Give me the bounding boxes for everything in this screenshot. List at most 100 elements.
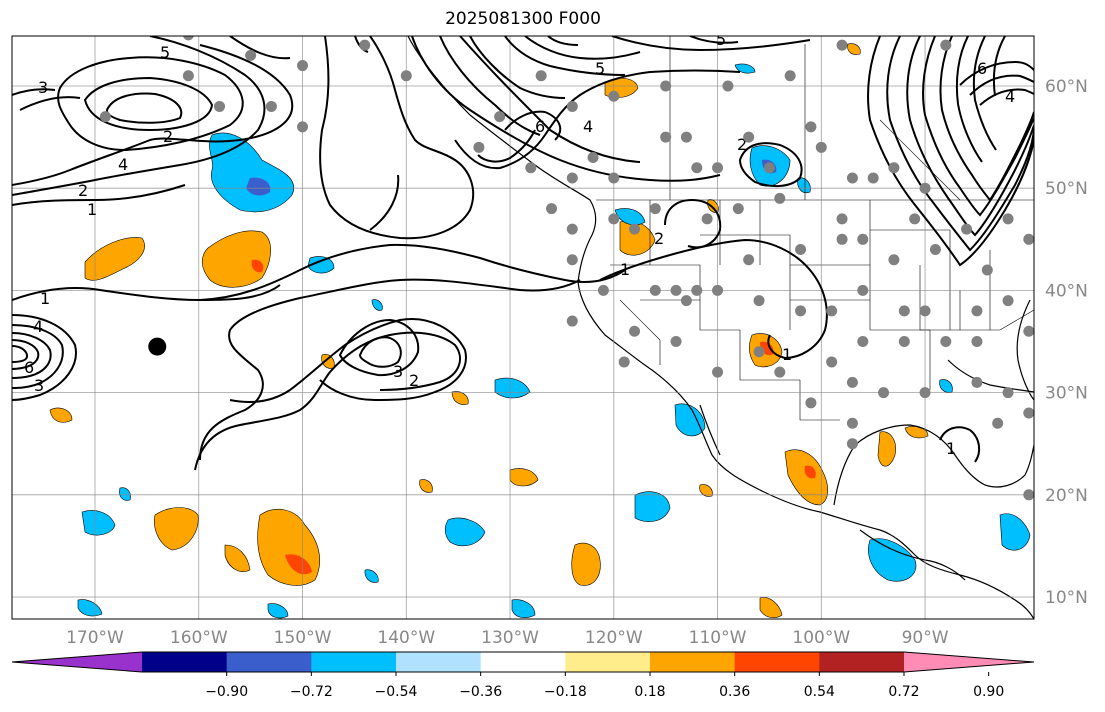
latitude-label: 20°N xyxy=(1045,486,1088,506)
station-dot xyxy=(732,203,744,215)
station-marker xyxy=(148,337,167,356)
station-dot xyxy=(660,80,672,92)
contour-label: 3 xyxy=(393,362,403,381)
station-dot xyxy=(1023,489,1034,501)
station-dot xyxy=(99,111,111,123)
latitude-labels: 60°N 50°N 40°N 30°N 20°N 10°N xyxy=(1045,77,1088,608)
contour-label: 1 xyxy=(782,345,792,364)
station-dot xyxy=(805,121,817,133)
colorbar-tick-label: −0.18 xyxy=(544,684,587,700)
colorbar-tick-label: 0.18 xyxy=(634,684,665,700)
contour-label: 1 xyxy=(87,200,97,219)
contour-label: 6 xyxy=(535,117,545,136)
colorbar-segment xyxy=(480,652,566,672)
station-dot xyxy=(961,223,973,235)
colorbar-tick-label: −0.90 xyxy=(205,684,248,700)
colorbar-tick-labels: −0.90 −0.72 −0.54 −0.36 −0.18 0.18 0.36 0.54 0.7… xyxy=(205,672,1004,700)
station-dot xyxy=(763,162,775,174)
station-dot xyxy=(919,182,931,194)
contour-label: 2 xyxy=(78,181,88,200)
station-dot xyxy=(888,254,900,266)
latitude-label: 40°N xyxy=(1045,281,1088,301)
station-dot xyxy=(795,244,807,256)
station-dot xyxy=(1023,407,1034,419)
station-dot xyxy=(566,100,578,112)
longitude-label: 150°W xyxy=(274,628,332,648)
colorbar-tick-label: 0.36 xyxy=(719,684,750,700)
contour-label: 4 xyxy=(33,317,43,336)
longitude-label: 120°W xyxy=(585,628,643,648)
station-dot xyxy=(608,90,620,102)
latitude-label: 30°N xyxy=(1045,384,1088,404)
station-dot xyxy=(888,162,900,174)
contour-label: 2 xyxy=(409,371,419,390)
station-dot xyxy=(712,366,724,378)
station-dot xyxy=(1023,233,1034,245)
station-dot xyxy=(712,162,724,174)
station-dot xyxy=(566,223,578,235)
map-frame xyxy=(11,35,1035,620)
contour-label: 2 xyxy=(654,229,664,248)
longitude-label: 90°W xyxy=(902,628,949,648)
anomaly-shading xyxy=(49,43,1031,619)
station-dot xyxy=(743,254,755,266)
contour-label: 3 xyxy=(34,376,44,395)
station-dot xyxy=(846,172,858,184)
station-dot xyxy=(919,387,931,399)
station-dot xyxy=(473,141,485,153)
station-dot xyxy=(587,152,599,164)
station-dot xyxy=(1002,213,1014,225)
station-dot xyxy=(182,70,194,82)
station-dot xyxy=(566,254,578,266)
contour-label: 4 xyxy=(1005,87,1015,106)
station-dot xyxy=(629,223,641,235)
longitude-label: 170°W xyxy=(66,628,124,648)
station-dot xyxy=(691,284,703,296)
station-dot xyxy=(525,162,537,174)
observation-stations xyxy=(99,36,1034,501)
colorbar-tick-label: −0.54 xyxy=(375,684,418,700)
colorbar-segment xyxy=(734,652,820,672)
station-dot xyxy=(774,366,786,378)
station-dot xyxy=(878,387,890,399)
station-dot xyxy=(722,80,734,92)
colorbar xyxy=(11,651,1035,673)
station-dot xyxy=(867,172,879,184)
station-dot xyxy=(660,131,672,143)
contour-label: 1 xyxy=(620,260,630,279)
station-dot xyxy=(265,100,277,112)
station-dot xyxy=(400,70,412,82)
longitude-label: 160°W xyxy=(170,628,228,648)
station-dot xyxy=(753,295,765,307)
station-dot xyxy=(743,131,755,143)
colorbar-tick-label: −0.36 xyxy=(459,684,502,700)
station-dot xyxy=(670,336,682,347)
station-dot xyxy=(1023,325,1034,337)
station-dot xyxy=(245,49,257,61)
station-dot xyxy=(846,417,858,429)
station-dot xyxy=(297,121,309,133)
station-dot xyxy=(297,60,309,72)
plot-title: 2025081300 F000 xyxy=(445,9,601,29)
colorbar-segment xyxy=(819,652,905,672)
station-dot xyxy=(753,346,765,358)
station-dot xyxy=(815,141,827,153)
station-dot xyxy=(691,162,703,174)
station-dot xyxy=(857,336,869,347)
station-dot xyxy=(940,336,952,347)
contour-label: 6 xyxy=(977,59,987,78)
colorbar-extend-high xyxy=(904,652,1034,672)
station-dot xyxy=(784,70,796,82)
longitude-label: 110°W xyxy=(689,628,747,648)
colorbar-tick-label: 0.54 xyxy=(804,684,835,700)
latitude-label: 10°N xyxy=(1045,588,1088,608)
station-dot xyxy=(618,356,630,368)
colorbar-segment xyxy=(396,652,482,672)
colorbar-segment xyxy=(142,652,228,672)
contour-labels: 3 5 4 2 1 1 4 6 3 5 4 6 5 2 2 1 3 2 1 6 … xyxy=(24,36,1015,458)
station-dot xyxy=(597,284,609,296)
station-dot xyxy=(546,203,558,215)
station-dot xyxy=(836,213,848,225)
station-dot xyxy=(898,336,910,347)
latitude-label: 50°N xyxy=(1045,179,1088,199)
